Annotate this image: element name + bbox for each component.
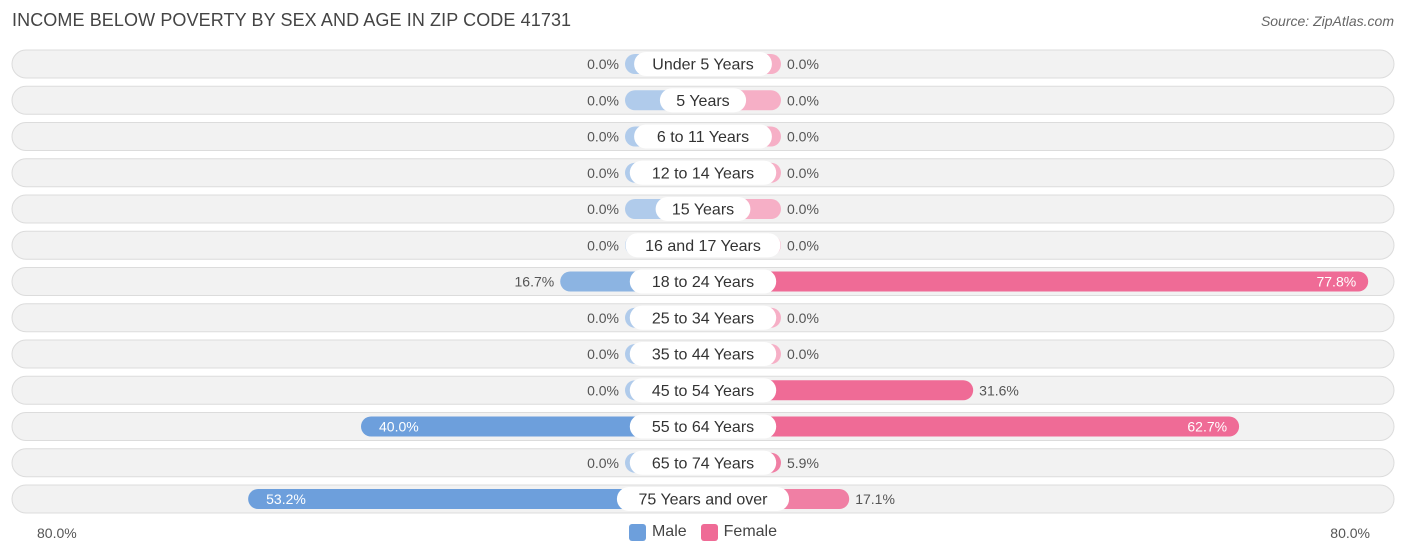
category-label: 25 to 34 Years <box>652 310 754 327</box>
category-pill <box>629 378 777 403</box>
value-label-female: 0.0% <box>787 129 819 145</box>
legend-swatch-male <box>628 523 646 541</box>
category-label: 55 to 64 Years <box>652 419 754 436</box>
category-pill <box>629 450 777 475</box>
category-pill <box>629 342 777 366</box>
category-label: 16 and 17 Years <box>645 238 761 255</box>
legend-label-female: Female <box>723 523 778 540</box>
chart-title: INCOME BELOW POVERTY BY SEX AND AGE IN Z… <box>12 10 572 30</box>
value-label-male: 0.0% <box>587 455 619 471</box>
value-label-male: 0.0% <box>587 201 619 217</box>
category-pill <box>629 160 777 185</box>
axis-right-label: 80.0% <box>1330 525 1370 541</box>
value-label-male: 0.0% <box>587 56 619 72</box>
value-label-male: 0.0% <box>587 129 619 145</box>
legend-item-female: Female <box>700 523 778 541</box>
bar-female <box>703 271 1369 292</box>
category-label: 65 to 74 Years <box>652 455 754 472</box>
bar-female <box>703 416 1240 437</box>
value-label-male: 0.0% <box>587 310 619 326</box>
value-label-female: 62.7% <box>1187 419 1227 435</box>
category-label: 45 to 54 Years <box>652 383 754 400</box>
value-label-female: 0.0% <box>787 346 819 362</box>
value-label-male: 0.0% <box>587 382 619 398</box>
category-pill <box>625 233 781 258</box>
value-label-male: 0.0% <box>587 237 619 253</box>
category-label: 12 to 14 Years <box>652 165 754 182</box>
value-label-male: 40.0% <box>379 419 419 435</box>
category-label: 6 to 11 Years <box>657 129 749 146</box>
axis-left-label: 80.0% <box>37 525 77 541</box>
value-label-female: 17.1% <box>855 491 895 507</box>
category-pill <box>634 124 772 149</box>
category-label: 35 to 44 Years <box>652 347 754 364</box>
category-pill <box>629 414 777 439</box>
value-label-female: 0.0% <box>787 201 819 217</box>
category-label: 5 Years <box>676 93 729 110</box>
source-credit: Source: ZipAtlas.com <box>1260 13 1394 29</box>
value-label-male: 0.0% <box>587 346 619 362</box>
category-pill <box>616 487 790 511</box>
value-label-female: 0.0% <box>787 56 819 72</box>
category-label: Under 5 Years <box>652 57 753 74</box>
value-label-male: 0.0% <box>587 92 619 108</box>
category-label: 75 Years and over <box>639 492 769 509</box>
diverging-bar-chart: 0.0% 0.0% Under 5 Years 0.0% 0.0% 5 Years 0.0%… <box>11 49 1395 514</box>
legend: Male Female <box>0 523 1406 541</box>
bar-male <box>248 489 703 509</box>
category-pill <box>629 269 777 294</box>
category-pill <box>634 52 772 76</box>
value-label-female: 5.9% <box>787 455 819 471</box>
value-label-male: 0.0% <box>587 165 619 181</box>
category-pill <box>659 88 747 113</box>
value-label-male: 16.7% <box>515 274 555 290</box>
value-label-female: 31.6% <box>979 382 1019 398</box>
category-label: 18 to 24 Years <box>652 274 754 291</box>
category-label: 15 Years <box>672 202 734 219</box>
value-label-male: 53.2% <box>266 491 306 507</box>
category-pill <box>655 197 751 221</box>
legend-swatch-female <box>700 523 718 541</box>
bar-male <box>361 416 703 437</box>
value-label-female: 77.8% <box>1316 274 1356 290</box>
value-label-female: 0.0% <box>787 310 819 326</box>
value-label-female: 0.0% <box>787 92 819 108</box>
category-pill <box>629 305 777 330</box>
value-label-female: 0.0% <box>787 165 819 181</box>
value-label-female: 0.0% <box>787 237 819 253</box>
legend-item-male: Male <box>628 523 687 541</box>
legend-label-male: Male <box>651 523 687 540</box>
